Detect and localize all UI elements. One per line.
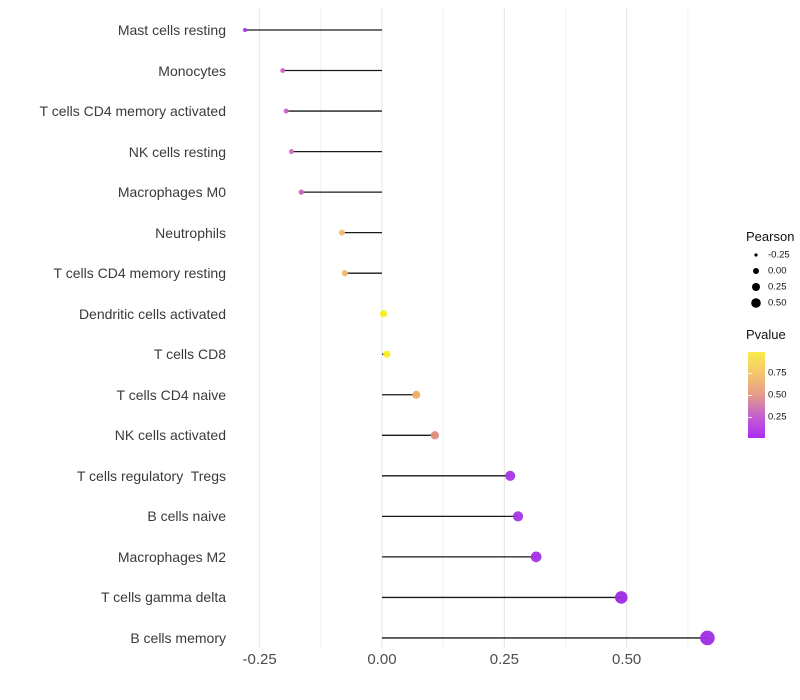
x-tick-label: 0.00 xyxy=(367,651,397,668)
x-tick-label: 0.50 xyxy=(612,651,642,668)
x-tick-label: -0.25 xyxy=(242,651,277,668)
colorbar-tick xyxy=(748,373,752,374)
data-point xyxy=(280,68,286,73)
legend-size-label: 0.50 xyxy=(768,297,787,309)
category-label: NK cells activated xyxy=(114,427,226,444)
data-point xyxy=(379,310,388,318)
legend-pvalue-label: 0.25 xyxy=(768,411,787,423)
category-label: Monocytes xyxy=(158,62,226,79)
legend-size-label: 0.00 xyxy=(768,265,787,277)
category-label: T cells CD4 memory resting xyxy=(53,265,226,282)
category-label: NK cells resting xyxy=(128,143,226,160)
category-label: B cells naive xyxy=(147,508,226,525)
legend-pvalue-title: Pvalue xyxy=(746,327,786,342)
category-label: T cells CD4 memory activated xyxy=(39,103,226,120)
data-point xyxy=(383,350,391,358)
data-point xyxy=(614,591,628,604)
data-point xyxy=(412,390,421,399)
category-label: T cells CD8 xyxy=(153,346,226,363)
legend-pvalue-label: 0.75 xyxy=(768,367,787,379)
data-point xyxy=(242,27,247,33)
category-label: T cells regulatory Tregs xyxy=(76,467,226,484)
data-point xyxy=(338,229,345,236)
category-label: Macrophages M0 xyxy=(117,184,226,201)
legend-pearson-title: Pearson xyxy=(746,229,795,244)
data-point xyxy=(530,551,542,563)
legend-size-label: 0.25 xyxy=(768,281,787,293)
data-point xyxy=(505,470,516,481)
data-point xyxy=(430,431,440,440)
colorbar-tick xyxy=(748,395,752,396)
data-point xyxy=(341,270,348,277)
category-label: Mast cells resting xyxy=(117,22,226,38)
category-label: Neutrophils xyxy=(155,224,226,241)
legend-size-label: -0.25 xyxy=(768,249,790,261)
pvalue-colorbar xyxy=(748,352,765,438)
category-label: B cells memory xyxy=(130,629,226,646)
data-point xyxy=(288,149,295,155)
colorbar-tick xyxy=(748,417,752,418)
data-point xyxy=(512,511,524,522)
category-label: Macrophages M2 xyxy=(117,548,226,565)
category-label: Dendritic cells activated xyxy=(78,305,226,322)
category-label: T cells CD4 naive xyxy=(116,386,226,403)
category-label: T cells gamma delta xyxy=(100,589,226,606)
x-tick-label: 0.25 xyxy=(489,651,519,668)
data-point xyxy=(283,108,289,114)
data-point xyxy=(700,630,715,646)
data-point xyxy=(298,189,304,195)
legend-pvalue-label: 0.50 xyxy=(768,389,787,401)
